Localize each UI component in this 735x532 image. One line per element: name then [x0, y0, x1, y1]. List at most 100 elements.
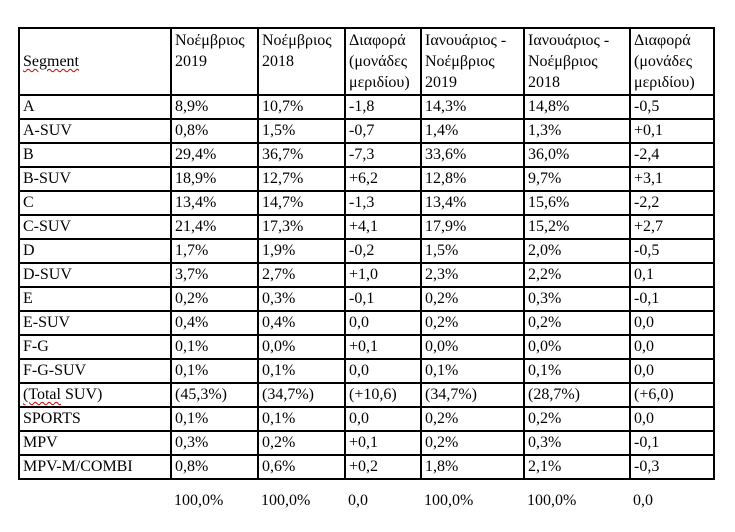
segment-word: D — [23, 242, 35, 259]
value-cell: -0,5 — [629, 238, 715, 264]
value-cell: +6,2 — [344, 166, 422, 192]
value-cell: 21,4% — [170, 214, 259, 240]
value-cell: 0,8% — [170, 454, 259, 480]
value-cell: 13,4% — [170, 190, 259, 216]
table-row: D-SUV 3,7% 2,7% +1,0 2,3% 2,2% 0,1 — [18, 262, 715, 288]
value-cell: 0,1% — [257, 358, 346, 384]
value-cell: 10,7% — [257, 94, 346, 120]
value-cell: (+10,6) — [344, 382, 422, 408]
value-cell: 17,3% — [257, 214, 346, 240]
value-cell: 17,9% — [420, 214, 525, 240]
segment-word: MPV — [23, 434, 58, 451]
segment-word: MPV-M/COMBI — [23, 458, 133, 475]
segment-cell: E-SUV — [18, 310, 172, 336]
value-cell: 0,1 — [629, 262, 715, 288]
segment-word: D-SUV — [23, 266, 72, 283]
column-header-difference-ytd: Διαφορά (μονάδες μεριδίου) — [629, 27, 715, 96]
value-cell: 12,7% — [257, 166, 346, 192]
value-cell: +3,1 — [629, 166, 715, 192]
value-cell: 8,9% — [170, 94, 259, 120]
value-cell: 0,2% — [170, 286, 259, 312]
column-header-segment: Segment — [18, 27, 172, 96]
table-row: MPV-M/COMBI 0,8% 0,6% +0,2 1,8% 2,1% -0,3 — [18, 454, 715, 480]
value-cell: 14,3% — [420, 94, 525, 120]
value-cell: 0,3% — [523, 286, 631, 312]
value-cell: 0,0% — [523, 334, 631, 360]
value-cell: 0,0 — [344, 310, 422, 336]
value-cell: +0,1 — [344, 430, 422, 456]
value-cell: 0,2% — [420, 310, 525, 336]
segment-word: C — [23, 194, 34, 211]
value-cell: 12,8% — [420, 166, 525, 192]
value-cell: 1,3% — [523, 118, 631, 144]
segment-cell: C — [18, 190, 172, 216]
value-cell: 2,3% — [420, 262, 525, 288]
value-cell: 0,3% — [523, 430, 631, 456]
value-cell: 29,4% — [170, 142, 259, 168]
table-row: E-SUV 0,4% 0,4% 0,0 0,2% 0,2% 0,0 — [18, 310, 715, 336]
value-cell: -0,1 — [629, 430, 715, 456]
value-cell: 1,9% — [257, 238, 346, 264]
totals-segment-cell — [19, 479, 171, 511]
table-row: B-SUV 18,9% 12,7% +6,2 12,8% 9,7% +3,1 — [18, 166, 715, 192]
segment-cell: D — [18, 238, 172, 264]
value-cell: 0,1% — [170, 406, 259, 432]
value-cell: 0,4% — [257, 310, 346, 336]
value-cell: 1,7% — [170, 238, 259, 264]
segment-cell: SPORTS — [18, 406, 172, 432]
table-row: C-SUV 21,4% 17,3% +4,1 17,9% 15,2% +2,7 — [18, 214, 715, 240]
segment-word: E-SUV — [23, 314, 71, 331]
value-cell: 2,2% — [523, 262, 631, 288]
column-header-jan-november-2018: Ιανουάριος - Νοέμβριος 2018 — [523, 27, 631, 96]
value-cell: 0,2% — [257, 430, 346, 456]
segment-word: SUV) — [64, 386, 103, 403]
value-cell: 0,0% — [257, 334, 346, 360]
value-cell: (34,7%) — [257, 382, 346, 408]
segment-word: SPORTS — [23, 410, 81, 427]
value-cell: 2,0% — [523, 238, 631, 264]
segment-word: A-SUV — [23, 122, 72, 139]
table-row: (Total SUV) (45,3%) (34,7%) (+10,6) (34,7%)(… — [18, 382, 715, 408]
segment-header-label: Segment — [23, 53, 79, 70]
value-cell: 0,2% — [523, 406, 631, 432]
value-cell: -1,8 — [344, 94, 422, 120]
value-cell: +0,2 — [344, 454, 422, 480]
totals-cell: 0,0 — [348, 492, 368, 509]
value-cell: 0,2% — [420, 286, 525, 312]
value-cell: +4,1 — [344, 214, 422, 240]
value-cell: 0,0 — [629, 334, 715, 360]
table-row: SPORTS 0,1% 0,1% 0,0 0,2% 0,2% 0,0 — [18, 406, 715, 432]
table-row: E 0,2% 0,3% -0,1 0,2% 0,3% -0,1 — [18, 286, 715, 312]
value-cell: 15,2% — [523, 214, 631, 240]
value-cell: 0,0% — [420, 334, 525, 360]
totals-cell: 0,0 — [633, 492, 653, 509]
segment-cell: F-G — [18, 334, 172, 360]
segment-word: (Total — [23, 386, 61, 403]
table-row: C 13,4% 14,7% -1,3 13,4% 15,6% -2,2 — [18, 190, 715, 216]
value-cell: 33,6% — [420, 142, 525, 168]
value-cell: 3,7% — [170, 262, 259, 288]
value-cell: 0,2% — [523, 310, 631, 336]
value-cell: 14,8% — [523, 94, 631, 120]
value-cell: 0,0 — [629, 406, 715, 432]
column-header-difference-month: Διαφορά (μονάδες μεριδίου) — [344, 27, 422, 96]
value-cell: 0,1% — [170, 358, 259, 384]
value-cell: 1,5% — [420, 238, 525, 264]
totals-cell: 100,0% — [261, 492, 311, 509]
value-cell: -0,2 — [344, 238, 422, 264]
value-cell: 0,6% — [257, 454, 346, 480]
column-header-november-2018: Νοέμβριος 2018 — [257, 27, 346, 96]
value-cell: (45,3%) — [170, 382, 259, 408]
totals-cell: 100,0% — [174, 492, 224, 509]
value-cell: 0,3% — [170, 430, 259, 456]
totals-row: 100,0% 100,0% 0,0 100,0% 100,0% 0,0 — [19, 479, 714, 511]
value-cell: 9,7% — [523, 166, 631, 192]
value-cell: 2,1% — [523, 454, 631, 480]
value-cell: -0,7 — [344, 118, 422, 144]
table-row: MPV 0,3% 0,2% +0,1 0,2% 0,3% -0,1 — [18, 430, 715, 456]
value-cell: 0,0 — [629, 358, 715, 384]
column-header-november-2019: Νοέμβριος 2019 — [170, 27, 259, 96]
totals-cell: 100,0% — [527, 492, 577, 509]
table-row: A 8,9% 10,7% -1,8 14,3% 14,8% -0,5 — [18, 94, 715, 120]
column-header-jan-november-2019: Ιανουάριος - Νοέμβριος 2019 — [420, 27, 525, 96]
